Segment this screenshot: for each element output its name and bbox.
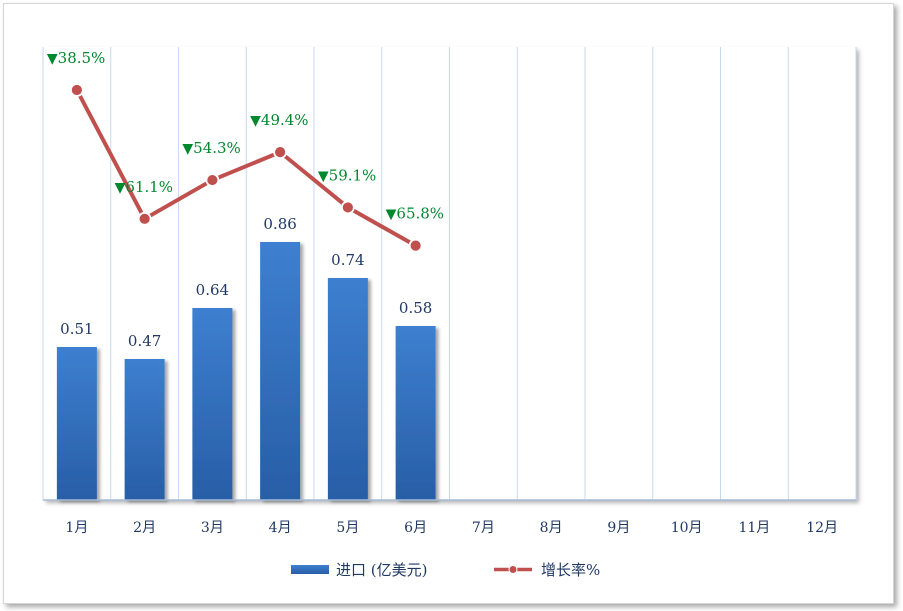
x-tick-label: 4月 [269, 520, 292, 536]
growth-value-label: ▼59.1% [318, 166, 376, 184]
bar-value-label: 0.64 [196, 281, 229, 299]
growth-value-label: ▼61.1% [115, 178, 173, 196]
x-axis: 1月 2月 3月 4月 5月 6月 7月 8月 9月 10月 11月 12月 [43, 499, 856, 536]
growth-point [137, 211, 152, 226]
bar-data-labels: 0.51 0.47 0.64 0.86 0.74 0.58 [60, 215, 432, 350]
down-triangle-icon: ▼ [182, 141, 193, 157]
growth-value-label: ▼49.4% [250, 111, 308, 129]
x-tick-label: 7月 [472, 520, 495, 536]
x-tick-label: 3月 [201, 520, 224, 536]
growth-point [205, 173, 220, 187]
bar-value-label: 0.58 [399, 299, 432, 317]
legend: 进口 (亿美元) 增长率% [291, 561, 600, 579]
down-triangle-icon: ▼ [115, 180, 126, 196]
down-triangle-icon: ▼ [386, 207, 397, 223]
growth-value-label: ▼65.8% [386, 205, 444, 223]
growth-value-label: ▼54.3% [182, 139, 240, 157]
growth-point [273, 145, 288, 160]
growth-point [408, 238, 423, 253]
x-tick-label: 10月 [671, 520, 703, 536]
x-tick-label: 9月 [607, 520, 630, 536]
x-tick-label: 2月 [133, 520, 156, 536]
legend-bar-swatch [291, 565, 329, 574]
growth-line [74, 88, 418, 248]
x-tick-label: 6月 [404, 520, 427, 536]
bar-value-label: 0.86 [263, 215, 296, 233]
growth-value-label: ▼38.5% [47, 49, 105, 67]
down-triangle-icon: ▼ [250, 113, 261, 129]
down-triangle-icon: ▼ [47, 51, 58, 67]
bar [395, 326, 436, 500]
bar [56, 347, 97, 500]
legend-line-label: 增长率% [541, 561, 600, 579]
bar-value-label: 0.47 [128, 332, 161, 350]
bar [192, 308, 233, 500]
x-tick-label: 11月 [738, 520, 770, 536]
down-triangle-icon: ▼ [318, 168, 329, 184]
legend-line-marker [508, 565, 518, 574]
growth-line-series [69, 83, 423, 253]
x-tick-label: 1月 [65, 520, 88, 536]
bar-value-label: 0.51 [60, 320, 93, 338]
x-tick-label: 5月 [336, 520, 359, 536]
legend-bar-label: 进口 (亿美元) [336, 561, 427, 579]
growth-point [69, 83, 84, 97]
gridlines [42, 47, 857, 500]
bar [260, 242, 301, 500]
x-tick-label: 12月 [806, 520, 838, 536]
bar-series [56, 242, 436, 500]
bar [327, 278, 368, 500]
bar [124, 359, 165, 500]
bar-value-label: 0.74 [331, 251, 364, 269]
growth-point [340, 200, 355, 215]
x-tick-label: 8月 [540, 520, 563, 536]
growth-data-labels: ▼38.5% ▼61.1% ▼54.3% ▼49.4% ▼59.1% ▼65.8% [47, 49, 444, 223]
